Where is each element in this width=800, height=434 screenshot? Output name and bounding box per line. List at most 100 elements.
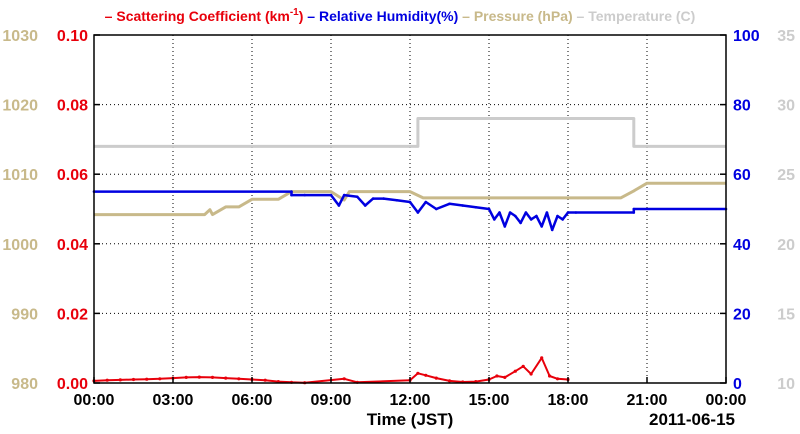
x-tick-label: 21:00 — [627, 392, 668, 409]
series-point-humidity — [448, 202, 451, 206]
series-point-humidity — [498, 211, 501, 214]
series-point-humidity — [545, 211, 549, 214]
series-point-scattering — [495, 374, 499, 378]
axes-layer: 00:00 03:00 06:00 09:00 12:00 15:00 18:00 21:00… — [2, 28, 795, 409]
series-point-scattering — [224, 376, 228, 380]
series-point-humidity — [524, 211, 528, 214]
y-tick-label-temperature: 10 — [777, 376, 795, 393]
series-point-humidity — [416, 211, 420, 214]
series-point-humidity — [493, 218, 496, 221]
x-tick-label: 00:00 — [706, 392, 747, 409]
legend-label-temperature: Temperature (C) — [588, 8, 695, 24]
series-point-humidity — [519, 221, 522, 225]
y-tick-label-pressure: 1010 — [2, 167, 38, 184]
y-tick-label-scattering: 0.02 — [57, 306, 88, 323]
series-point-scattering — [513, 369, 517, 373]
series-point-scattering — [131, 377, 136, 382]
series-point-humidity — [632, 207, 636, 211]
x-tick-label: 09:00 — [311, 392, 352, 409]
series-point-scattering — [158, 377, 162, 381]
series-point-humidity — [503, 225, 507, 228]
x-axis-title: Time (JST) — [367, 410, 454, 429]
legend: – Scattering Coefficient (km-1) – Relati… — [105, 7, 696, 24]
series-line-temperature — [94, 117, 726, 148]
series-point-scattering — [548, 374, 552, 378]
y-tick-label-pressure: 1020 — [2, 98, 38, 115]
series-point-humidity — [337, 204, 341, 207]
x-tick-label: 00:00 — [74, 392, 115, 409]
y-tick-label-pressure: 990 — [11, 306, 38, 323]
series-point-humidity — [550, 228, 554, 232]
y-tick-label-humidity: 20 — [733, 306, 751, 323]
date-label: 2011-06-15 — [649, 410, 735, 429]
legend-label-scattering-tail: ) — [299, 8, 304, 24]
y-tick-label-pressure: 1000 — [2, 237, 38, 254]
series-point-humidity — [540, 225, 543, 228]
legend-text: – Scattering Coefficient (km-1) – Relati… — [105, 7, 696, 24]
x-tick-label: 12:00 — [390, 392, 431, 409]
series-point-humidity — [508, 211, 512, 214]
series-point-humidity — [556, 214, 559, 218]
series-point-scattering — [521, 364, 525, 368]
y-tick-label-scattering: 0.10 — [57, 28, 88, 45]
series-point-scattering — [197, 375, 201, 379]
y-tick-label-temperature: 20 — [777, 237, 795, 254]
series-point-humidity — [566, 211, 570, 214]
series-point-scattering — [434, 376, 438, 380]
series-point-humidity — [395, 199, 399, 202]
series-point-scattering — [263, 378, 267, 382]
series-line-pressure — [94, 181, 726, 217]
legend-label-pressure: Pressure (hPa) — [474, 8, 573, 24]
y-tick-label-humidity: 60 — [733, 167, 751, 184]
series-point-scattering — [424, 373, 428, 377]
y-tick-label-humidity: 40 — [733, 237, 751, 254]
series-point-scattering — [145, 377, 149, 381]
y-tick-label-pressure: 980 — [11, 376, 38, 393]
series-point-humidity — [632, 211, 636, 214]
series-point-scattering — [529, 372, 533, 376]
series-point-humidity — [529, 218, 533, 221]
series-point-humidity — [342, 193, 346, 197]
x-tick-label: 15:00 — [469, 392, 510, 409]
legend-label-scattering-sup: -1 — [290, 7, 299, 18]
series-point-humidity — [363, 204, 367, 207]
x-tick-label: 03:00 — [153, 392, 194, 409]
legend-swatch-temperature: – — [573, 8, 589, 24]
series-line-humidity — [94, 190, 726, 232]
y-tick-label-scattering: 0.08 — [57, 98, 88, 115]
y-tick-label-pressure: 1030 — [2, 28, 38, 45]
series-point-humidity — [574, 211, 578, 214]
x-tick-label: 06:00 — [232, 392, 273, 409]
series-point-humidity — [514, 214, 517, 218]
series-point-humidity — [535, 214, 538, 218]
y-tick-label-temperature: 35 — [777, 28, 795, 45]
y-tick-label-temperature: 30 — [777, 98, 795, 115]
legend-swatch-humidity: – — [303, 8, 319, 24]
series-point-scattering — [118, 378, 122, 382]
series-point-scattering — [105, 378, 109, 382]
series-point-humidity — [408, 200, 412, 204]
series-point-humidity — [461, 204, 465, 207]
series-point-scattering — [416, 371, 420, 375]
series-point-humidity — [356, 195, 359, 199]
y-tick-label-temperature: 15 — [777, 306, 795, 323]
series-point-scattering — [184, 375, 188, 379]
legend-label-humidity: Relative Humidity(%) — [319, 8, 458, 24]
series-point-humidity — [561, 218, 564, 221]
series-point-humidity — [303, 193, 307, 197]
y-tick-label-temperature: 25 — [777, 167, 795, 184]
series-point-scattering — [237, 377, 241, 381]
legend-label-scattering: Scattering Coefficient (km — [116, 8, 289, 24]
x-tick-label: 18:00 — [548, 392, 589, 409]
y-tick-label-humidity: 100 — [733, 28, 760, 45]
series-point-scattering — [342, 377, 346, 381]
series-point-scattering — [503, 375, 507, 379]
series-point-scattering — [210, 375, 215, 379]
series-layer — [92, 117, 728, 385]
grid — [94, 35, 726, 383]
series-point-scattering — [540, 356, 544, 360]
series-point-humidity — [382, 197, 386, 200]
series-point-humidity — [329, 193, 333, 197]
y-tick-label-scattering: 0.00 — [57, 376, 88, 393]
